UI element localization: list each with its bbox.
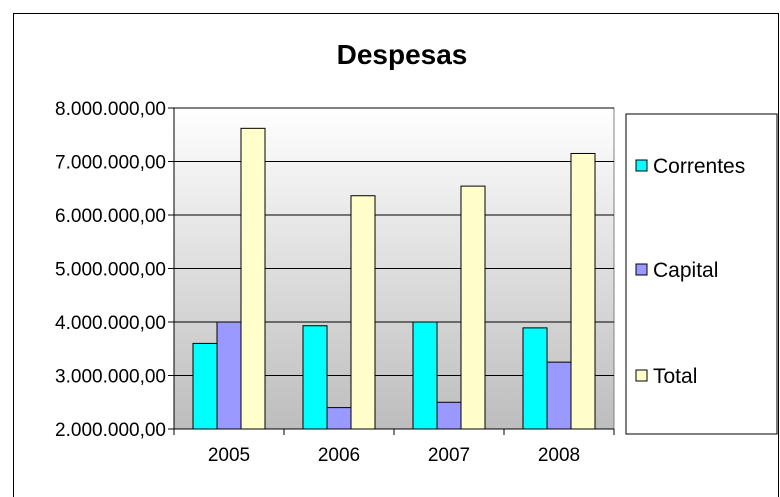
bar-correntes-2006 (302, 325, 328, 430)
legend-label-total: Total (653, 365, 697, 388)
legend-swatch-capital (635, 263, 648, 276)
y-tick-label: 2.000.000,00 (55, 420, 166, 441)
x-tick-label: 2008 (538, 445, 580, 466)
bar-correntes-2008 (522, 327, 548, 430)
bar-capital-2005 (216, 321, 242, 430)
bar-total-2005 (240, 127, 266, 430)
legend-swatch-correntes (635, 159, 648, 172)
legend-label-correntes: Correntes (653, 155, 745, 178)
y-tick-label: 5.000.000,00 (55, 260, 166, 281)
bar-total-2007 (460, 185, 486, 430)
bar-correntes-2007 (412, 321, 438, 430)
bar-capital-2006 (326, 407, 352, 430)
bar-capital-2008 (546, 361, 572, 430)
y-tick-label: 7.000.000,00 (55, 153, 166, 174)
chart-title: Despesas (337, 39, 468, 70)
x-tick-label: 2006 (318, 445, 360, 466)
y-axis: 2.000.000,00 3.000.000,00 4.000.000,00 5.00… (55, 99, 175, 441)
bar-total-2006 (350, 195, 376, 430)
bar-total-2008 (570, 152, 596, 430)
y-tick-label: 8.000.000,00 (55, 99, 166, 120)
y-tick-label: 6.000.000,00 (55, 206, 166, 227)
bar-correntes-2005 (192, 342, 218, 430)
y-tick-label: 4.000.000,00 (55, 313, 166, 334)
legend: Correntes Capital Total (625, 113, 778, 435)
x-tick-label: 2005 (208, 445, 250, 466)
x-tick-label: 2007 (428, 445, 470, 466)
legend-box (625, 113, 778, 435)
y-tick-label: 3.000.000,00 (55, 367, 166, 388)
legend-swatch-total (635, 369, 648, 382)
x-axis: 2005 2006 2007 2008 (173, 428, 615, 466)
legend-label-capital: Capital (653, 259, 718, 282)
bar-capital-2007 (436, 401, 462, 430)
